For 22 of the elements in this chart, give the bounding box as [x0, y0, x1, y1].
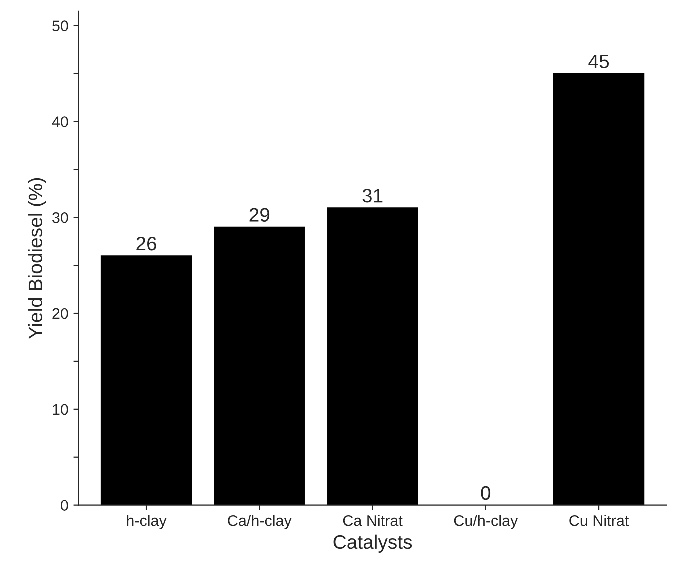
- y-axis-title: Yield Biodiesel (%): [28, 178, 46, 340]
- y-tick-label: 20: [52, 308, 68, 320]
- data-label: 29: [250, 208, 270, 222]
- y-tick-label: 40: [52, 116, 68, 128]
- x-tick-label: Ca Nitrat: [343, 515, 403, 526]
- y-tick-label: 30: [52, 212, 68, 224]
- data-label: 0: [481, 486, 491, 500]
- bar: [214, 226, 306, 506]
- data-label: 26: [136, 236, 156, 251]
- bar: [100, 256, 192, 506]
- data-label: 45: [588, 54, 610, 69]
- bar: [553, 73, 645, 506]
- y-tick-label: 0: [61, 500, 68, 512]
- y-tick-label: 10: [53, 404, 68, 416]
- data-label: 31: [362, 189, 383, 203]
- x-tick-label: Cu Nitrat: [570, 515, 630, 526]
- x-tick-label: Ca/h-clay: [228, 515, 292, 530]
- x-tick-label: Cu/h-clay: [454, 515, 518, 530]
- x-axis-title: Catalysts: [334, 534, 412, 553]
- y-tick-label: 50: [52, 20, 68, 32]
- x-tick-label: h-clay: [127, 515, 167, 530]
- bar: [327, 208, 418, 506]
